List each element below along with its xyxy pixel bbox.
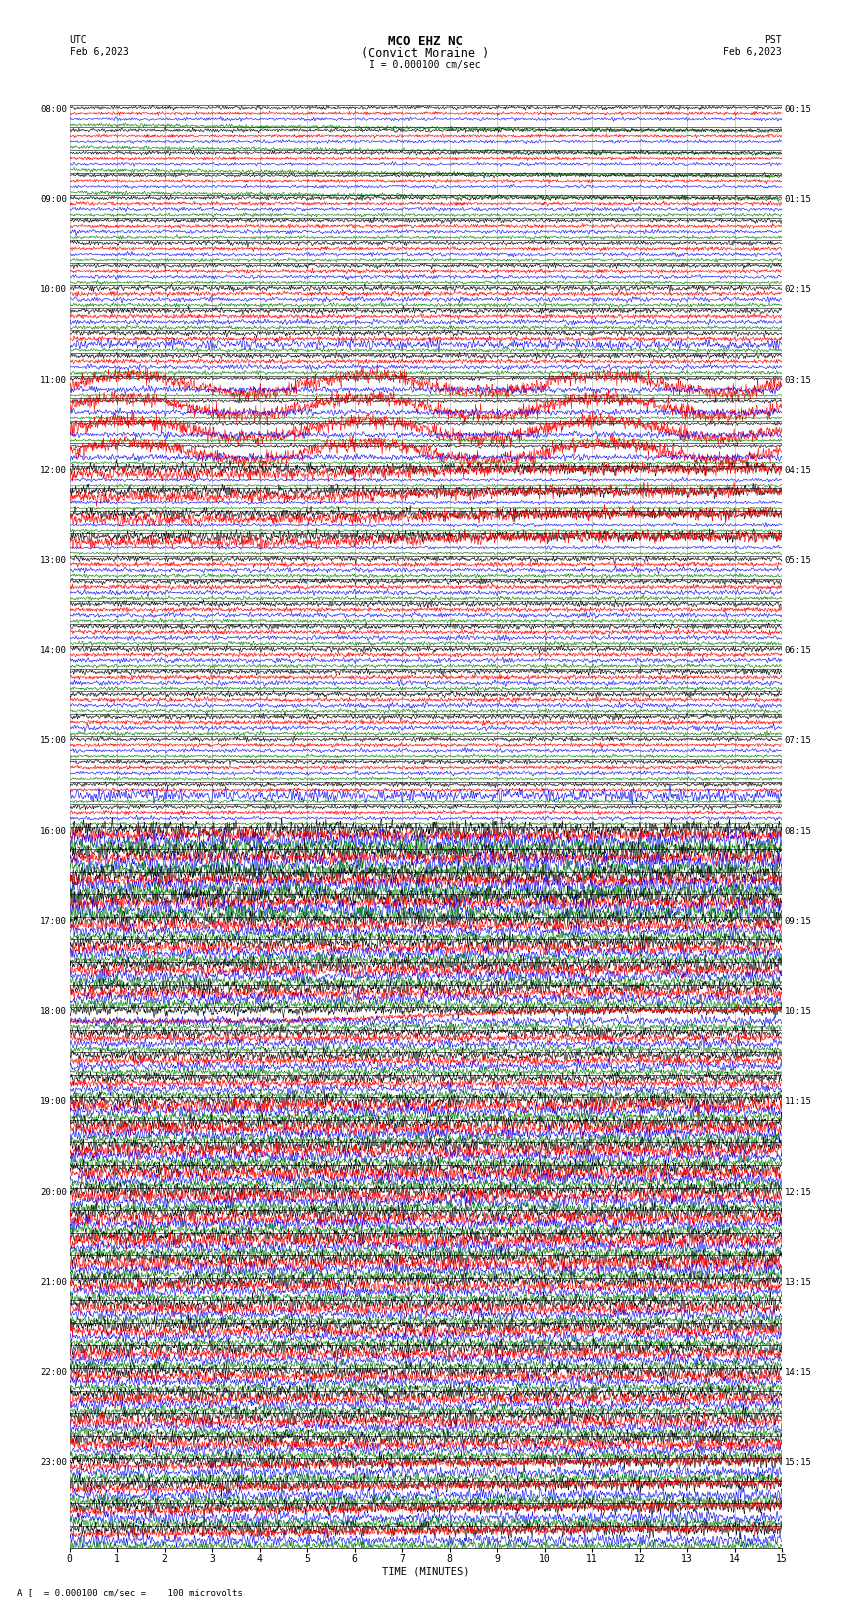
Text: 10:15: 10:15	[785, 1007, 812, 1016]
Text: 15:00: 15:00	[40, 737, 67, 745]
Text: Feb 6,2023: Feb 6,2023	[70, 47, 128, 56]
Text: 20:00: 20:00	[40, 1187, 67, 1197]
Text: 17:00: 17:00	[40, 916, 67, 926]
Text: A [  = 0.000100 cm/sec =    100 microvolts: A [ = 0.000100 cm/sec = 100 microvolts	[17, 1587, 243, 1597]
X-axis label: TIME (MINUTES): TIME (MINUTES)	[382, 1566, 469, 1578]
Text: PST: PST	[764, 35, 782, 45]
Text: 18:00: 18:00	[40, 1007, 67, 1016]
Text: UTC: UTC	[70, 35, 88, 45]
Text: 22:00: 22:00	[40, 1368, 67, 1378]
Text: 08:15: 08:15	[785, 826, 812, 836]
Text: 19:00: 19:00	[40, 1097, 67, 1107]
Text: 15:15: 15:15	[785, 1458, 812, 1468]
Text: 07:15: 07:15	[785, 737, 812, 745]
Text: 11:15: 11:15	[785, 1097, 812, 1107]
Text: 09:00: 09:00	[40, 195, 67, 205]
Text: 08:00: 08:00	[40, 105, 67, 115]
Text: 01:15: 01:15	[785, 195, 812, 205]
Text: 21:00: 21:00	[40, 1277, 67, 1287]
Text: 00:15: 00:15	[785, 105, 812, 115]
Text: (Convict Moraine ): (Convict Moraine )	[361, 47, 489, 60]
Text: 06:15: 06:15	[785, 647, 812, 655]
Text: 04:15: 04:15	[785, 466, 812, 474]
Text: 13:00: 13:00	[40, 556, 67, 565]
Text: MCO EHZ NC: MCO EHZ NC	[388, 35, 462, 48]
Text: I = 0.000100 cm/sec: I = 0.000100 cm/sec	[369, 60, 481, 69]
Text: 09:15: 09:15	[785, 916, 812, 926]
Text: 03:15: 03:15	[785, 376, 812, 384]
Text: 05:15: 05:15	[785, 556, 812, 565]
Text: Feb 6,2023: Feb 6,2023	[723, 47, 782, 56]
Text: 12:15: 12:15	[785, 1187, 812, 1197]
Text: 14:15: 14:15	[785, 1368, 812, 1378]
Text: 14:00: 14:00	[40, 647, 67, 655]
Text: 11:00: 11:00	[40, 376, 67, 384]
Text: 12:00: 12:00	[40, 466, 67, 474]
Text: 23:00: 23:00	[40, 1458, 67, 1468]
Text: 13:15: 13:15	[785, 1277, 812, 1287]
Text: 16:00: 16:00	[40, 826, 67, 836]
Text: 10:00: 10:00	[40, 286, 67, 294]
Text: 02:15: 02:15	[785, 286, 812, 294]
